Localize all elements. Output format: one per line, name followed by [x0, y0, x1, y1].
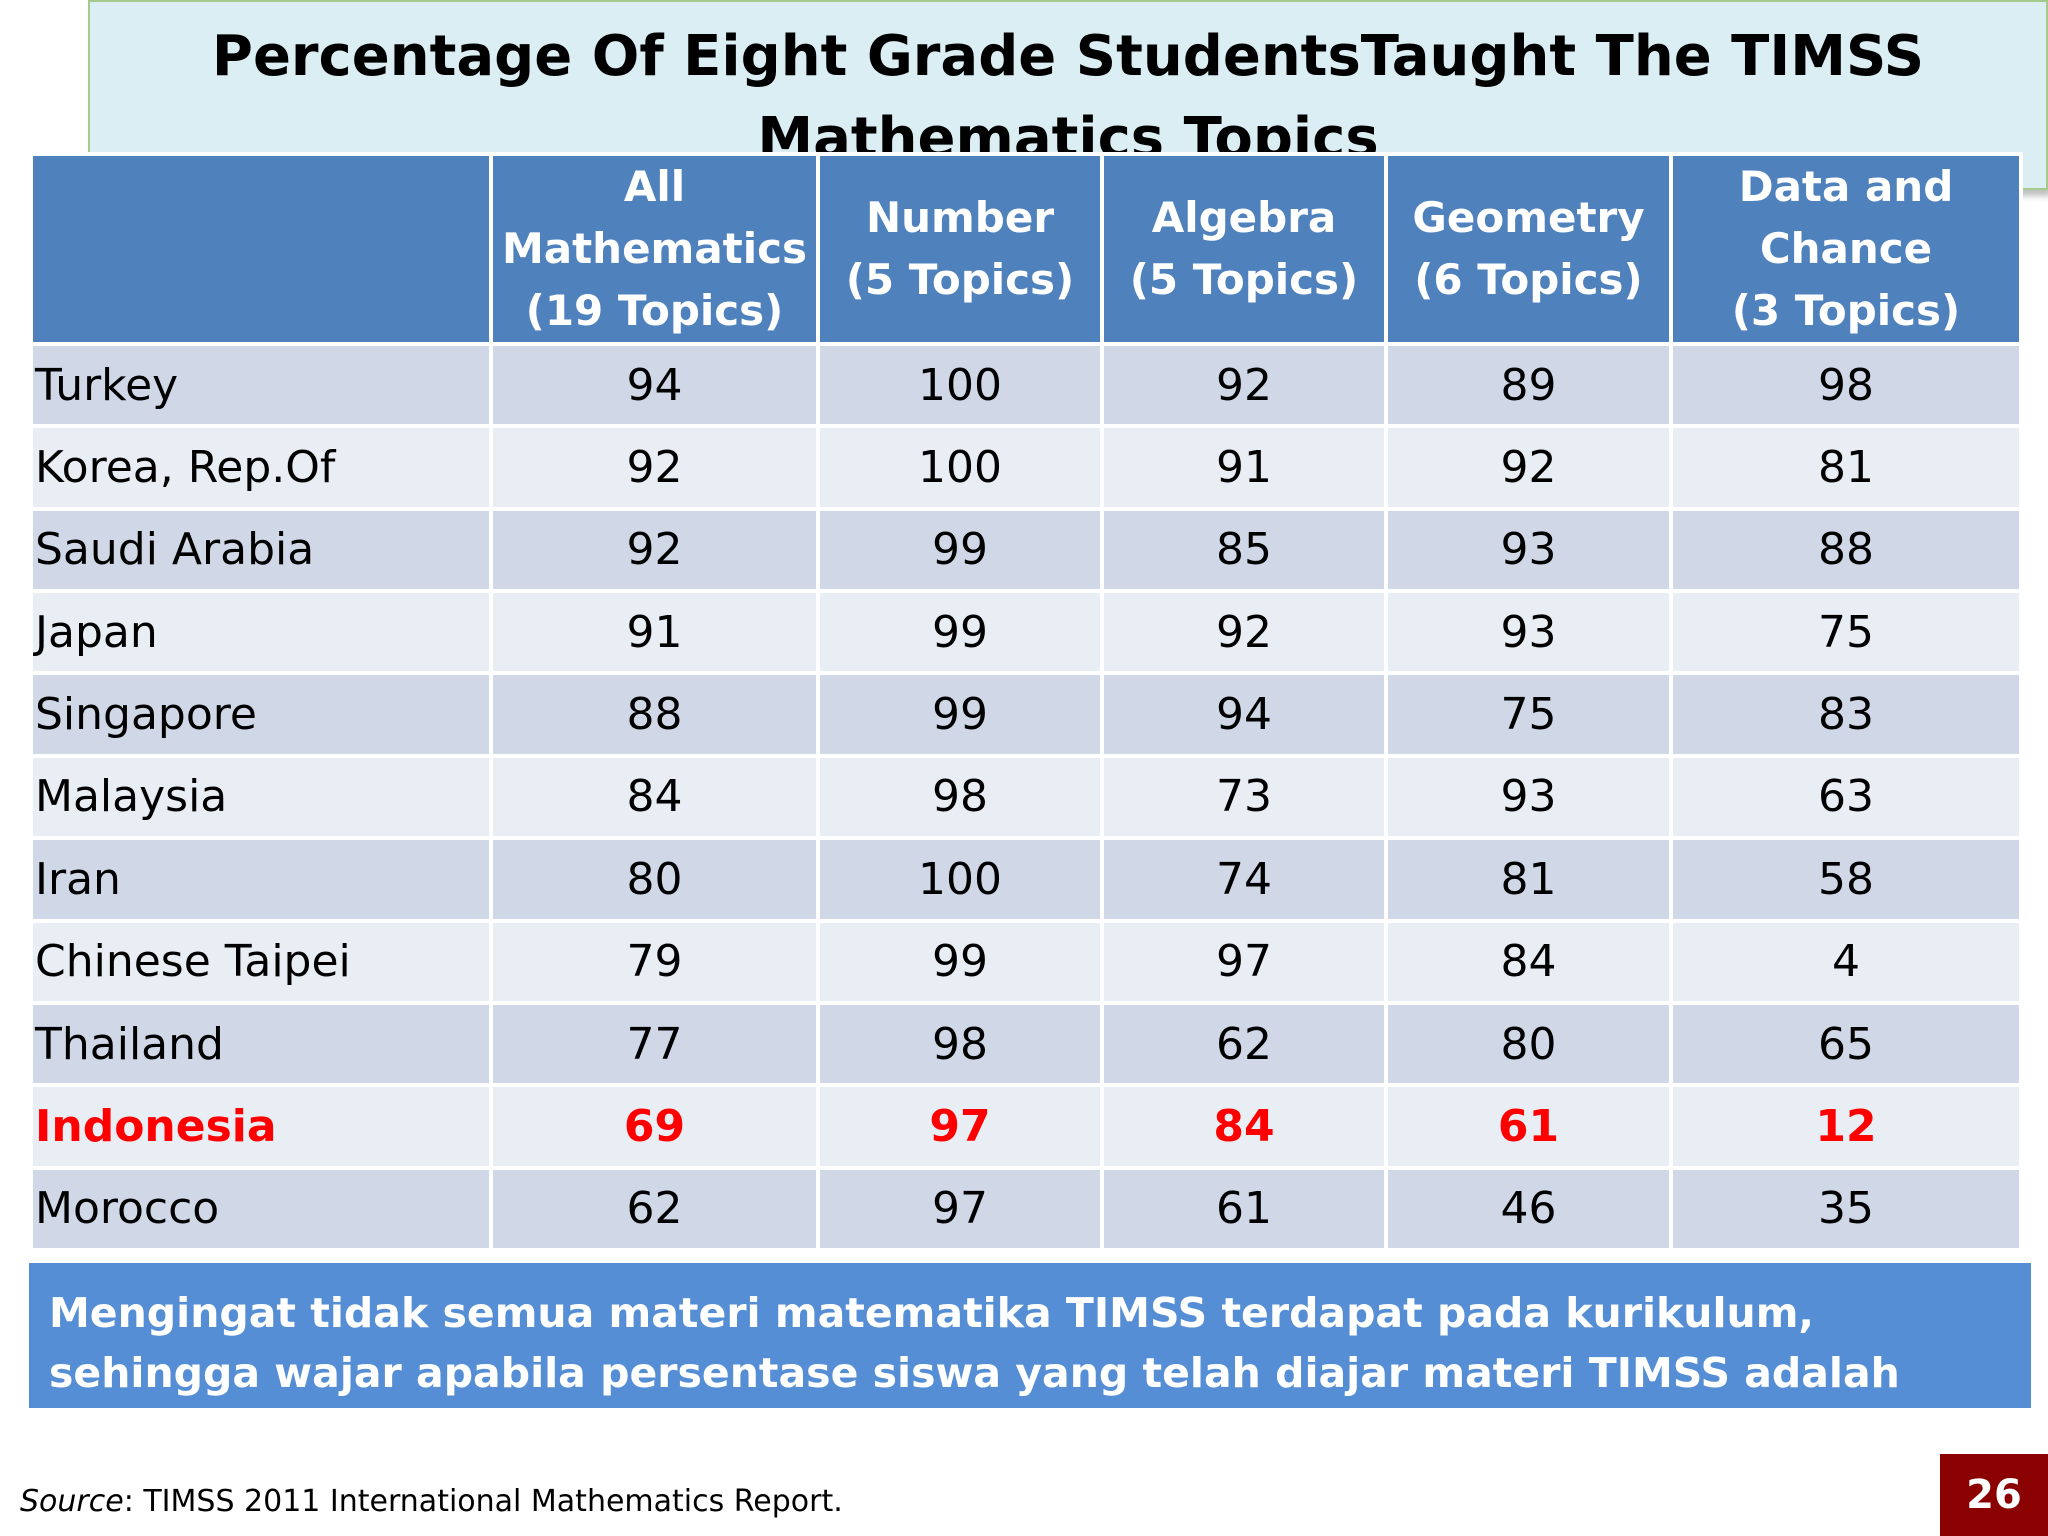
- value-cell: 92: [489, 424, 820, 511]
- value-cell: 94: [1100, 671, 1388, 758]
- value-cell: 74: [1100, 836, 1388, 923]
- value-cell: 100: [816, 341, 1104, 429]
- country-cell: Thailand: [29, 1000, 493, 1088]
- header-geometry: Geometry (6 Topics): [1384, 152, 1673, 346]
- value-cell: 100: [816, 836, 1104, 923]
- country-cell: Iran: [29, 836, 493, 923]
- value-cell: 92: [1100, 341, 1388, 429]
- value-cell: 65: [1669, 1000, 2023, 1088]
- country-cell: Chinese Taipei: [29, 918, 493, 1005]
- value-cell: 93: [1384, 753, 1673, 841]
- table-row: Thailand 77 98 62 80 65: [29, 1000, 2023, 1088]
- note-text: Mengingat tidak semua materi matematika …: [49, 1289, 1900, 1457]
- value-cell: 77: [489, 1000, 820, 1088]
- value-cell: 83: [1669, 671, 2023, 758]
- country-cell: Saudi Arabia: [29, 506, 493, 594]
- value-cell: 69: [489, 1083, 820, 1170]
- value-cell: 80: [1384, 1000, 1673, 1088]
- value-cell: 98: [816, 1000, 1104, 1088]
- table-header-row: All Mathematics (19 Topics) Number (5 To…: [29, 152, 2023, 346]
- value-cell: 98: [816, 753, 1104, 841]
- value-cell: 92: [489, 506, 820, 594]
- table-row: Chinese Taipei 79 99 97 84 4: [29, 918, 2023, 1005]
- country-cell: Singapore: [29, 671, 493, 758]
- value-cell: 99: [816, 918, 1104, 1005]
- table-row: Morocco 62 97 61 46 35: [29, 1165, 2023, 1253]
- value-cell: 73: [1100, 753, 1388, 841]
- country-cell: Korea, Rep.Of: [29, 424, 493, 511]
- table-row-highlighted: Indonesia 69 97 84 61 12: [29, 1083, 2023, 1170]
- value-cell: 46: [1384, 1165, 1673, 1253]
- value-cell: 62: [489, 1165, 820, 1253]
- value-cell: 99: [816, 671, 1104, 758]
- value-cell: 92: [1384, 424, 1673, 511]
- value-cell: 99: [816, 506, 1104, 594]
- value-cell: 81: [1384, 836, 1673, 923]
- value-cell: 97: [816, 1165, 1104, 1253]
- table-row: Malaysia 84 98 73 93 63: [29, 753, 2023, 841]
- value-cell: 61: [1384, 1083, 1673, 1170]
- value-cell: 80: [489, 836, 820, 923]
- value-cell: 4: [1669, 918, 2023, 1005]
- value-cell: 35: [1669, 1165, 2023, 1253]
- value-cell: 58: [1669, 836, 2023, 923]
- value-cell: 75: [1669, 589, 2023, 676]
- value-cell: 93: [1384, 589, 1673, 676]
- value-cell: 91: [1100, 424, 1388, 511]
- value-cell: 98: [1669, 341, 2023, 429]
- value-cell: 75: [1384, 671, 1673, 758]
- value-cell: 61: [1100, 1165, 1388, 1253]
- value-cell: 100: [816, 424, 1104, 511]
- table-row: Iran 80 100 74 81 58: [29, 836, 2023, 923]
- country-cell: Turkey: [29, 341, 493, 429]
- value-cell: 62: [1100, 1000, 1388, 1088]
- value-cell: 94: [489, 341, 820, 429]
- table-row: Korea, Rep.Of 92 100 91 92 81: [29, 424, 2023, 511]
- value-cell: 79: [489, 918, 820, 1005]
- source-text: : TIMSS 2011 International Mathematics R…: [123, 1484, 843, 1519]
- country-cell: Japan: [29, 589, 493, 676]
- header-number: Number (5 Topics): [816, 152, 1104, 346]
- value-cell: 89: [1384, 341, 1673, 429]
- value-cell: 88: [1669, 506, 2023, 594]
- value-cell: 84: [489, 753, 820, 841]
- value-cell: 93: [1384, 506, 1673, 594]
- header-algebra: Algebra (5 Topics): [1100, 152, 1388, 346]
- table-row: Singapore 88 99 94 75 83: [29, 671, 2023, 758]
- header-data-and-chance: Data and Chance (3 Topics): [1669, 152, 2023, 346]
- country-cell: Malaysia: [29, 753, 493, 841]
- value-cell: 92: [1100, 589, 1388, 676]
- value-cell: 99: [816, 589, 1104, 676]
- value-cell: 85: [1100, 506, 1388, 594]
- value-cell: 12: [1669, 1083, 2023, 1170]
- source-prefix: Source: [20, 1484, 124, 1519]
- value-cell: 97: [1100, 918, 1388, 1005]
- value-cell: 88: [489, 671, 820, 758]
- header-country: [29, 152, 493, 346]
- value-cell: 91: [489, 589, 820, 676]
- country-cell: Morocco: [29, 1165, 493, 1253]
- value-cell: 84: [1100, 1083, 1388, 1170]
- note-box: Mengingat tidak semua materi matematika …: [29, 1263, 2031, 1457]
- table-row: Turkey 94 100 92 89 98: [29, 341, 2023, 429]
- country-cell: Indonesia: [29, 1083, 493, 1170]
- slide-number: 26: [1940, 1454, 2048, 1536]
- value-cell: 84: [1384, 918, 1673, 1005]
- table-row: Japan 91 99 92 93 75: [29, 589, 2023, 676]
- value-cell: 81: [1669, 424, 2023, 511]
- value-cell: 63: [1669, 753, 2023, 841]
- value-cell: 97: [816, 1083, 1104, 1170]
- table-row: Saudi Arabia 92 99 85 93 88: [29, 506, 2023, 594]
- source-citation: Source: TIMSS 2011 International Mathema…: [20, 1484, 843, 1519]
- header-all-mathematics: All Mathematics (19 Topics): [489, 152, 820, 346]
- topics-table: All Mathematics (19 Topics) Number (5 To…: [29, 152, 2023, 1253]
